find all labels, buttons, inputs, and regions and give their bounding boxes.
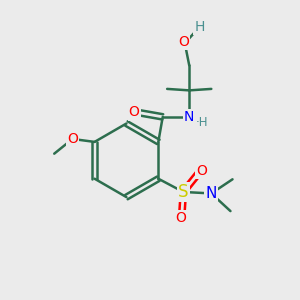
Text: O: O (178, 35, 189, 49)
Text: S: S (178, 183, 189, 201)
Text: O: O (175, 212, 186, 226)
Text: H: H (194, 20, 205, 34)
Text: O: O (67, 132, 78, 146)
Text: ·H: ·H (195, 116, 208, 129)
Text: O: O (129, 106, 140, 119)
Text: N: N (206, 186, 217, 201)
Text: O: O (196, 164, 207, 178)
Text: N: N (184, 110, 194, 124)
